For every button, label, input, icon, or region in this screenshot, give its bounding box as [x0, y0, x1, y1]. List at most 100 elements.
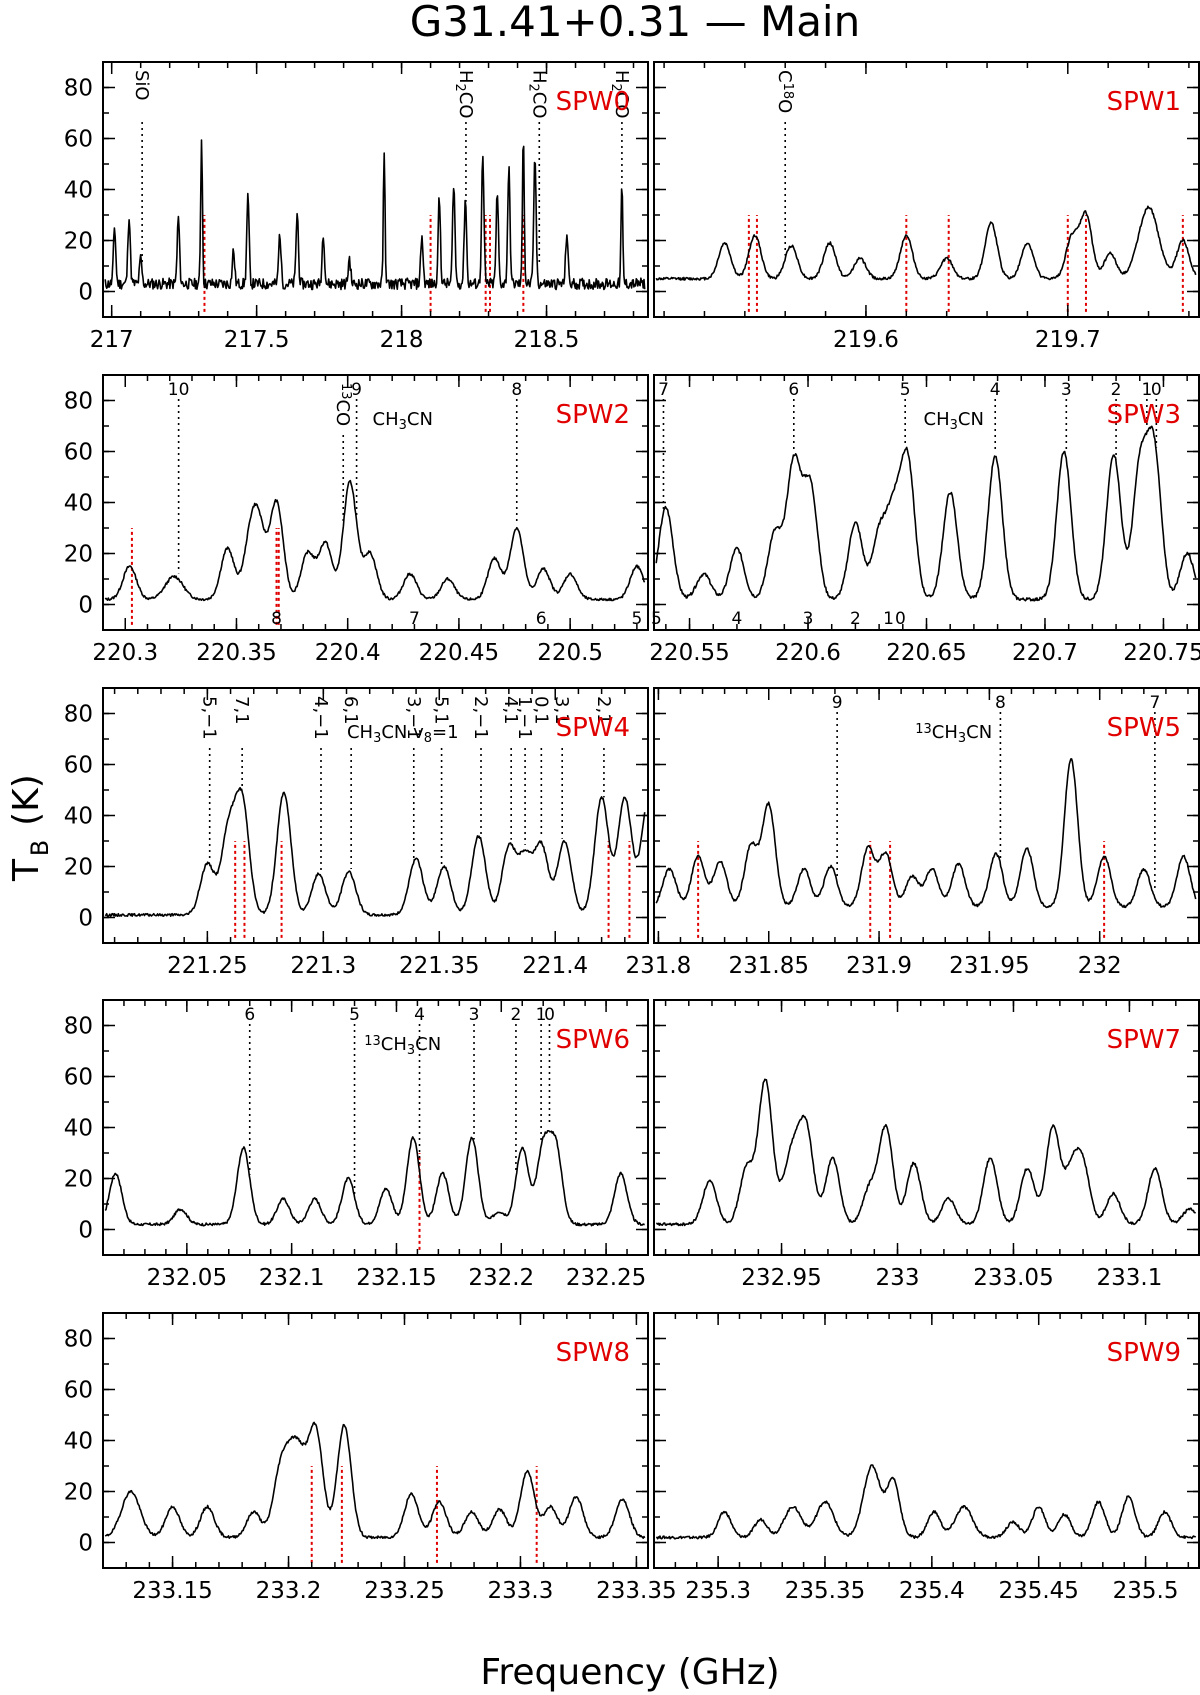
y-axis-label-unit: (K) [6, 774, 47, 826]
y-tick-label: 80 [64, 389, 93, 415]
x-tick-label: 233.15 [132, 1578, 212, 1604]
x-tick-label: 232.25 [566, 1265, 646, 1291]
line-id-label: 4 [414, 1005, 425, 1025]
y-tick-label: 40 [64, 1116, 93, 1142]
line-id-label: H2CO [525, 70, 549, 119]
x-tick-label: 219.6 [833, 327, 899, 353]
species-annotation: CH3CN [373, 409, 433, 433]
spectrum-series [655, 1464, 1197, 1540]
y-tick-label: 80 [64, 702, 93, 728]
line-id-label-part: H [455, 70, 476, 84]
panel-name-label: SPW2 [556, 400, 630, 430]
panel-spw4: 5,−1 7,1 4,−1 6,1 3,−1 5,1 2,−1 4,11,−10,1 3,1 2,… [64, 687, 649, 979]
line-id-label: 13CO [332, 383, 353, 426]
line-id-label: 2,−1 [470, 696, 491, 740]
y-axis-label-main: T [6, 858, 47, 882]
y-tick-label: 60 [64, 753, 93, 779]
x-tick-label: 235.35 [785, 1578, 865, 1604]
line-id-label: 2,1 [593, 696, 614, 725]
x-tick-label: 233.05 [973, 1265, 1053, 1291]
line-id-label-part: 2 [525, 84, 540, 92]
line-id-label-part: CO [455, 92, 476, 119]
panel-name-label: SPW0 [556, 87, 630, 117]
x-tick-label: 221.3 [290, 953, 356, 979]
x-tick-label: 233.25 [364, 1578, 444, 1604]
line-id-label-part: 2 [608, 84, 623, 92]
bottom-k-label: 7 [409, 609, 420, 629]
x-tick-label: 231.8 [625, 953, 691, 979]
line-id-label: C18O [774, 70, 795, 113]
species-annotation-part: 3 [373, 731, 381, 746]
figure-title: G31.41+0.31 — Main [410, 0, 860, 46]
line-id-label: 3 [469, 1005, 480, 1025]
line-id-label: 6,1 [340, 696, 361, 725]
y-tick-label: 20 [64, 855, 93, 881]
x-axis-label: Frequency (GHz) [480, 1652, 779, 1693]
species-annotation-part: CN [966, 722, 992, 743]
panel-name-label: SPW8 [556, 1338, 630, 1368]
line-id-label: 2 [1111, 380, 1122, 400]
line-id-label: 7 [658, 380, 669, 400]
spectrum-series [104, 479, 646, 602]
species-annotation-part: CN [407, 409, 433, 430]
line-id-label: 4,−1 [310, 696, 331, 740]
line-id-label: 3,−1 [403, 696, 424, 740]
line-id-label: 1 [1141, 380, 1152, 400]
spectrum-series [655, 425, 1197, 602]
species-annotation-part: CH [381, 1034, 407, 1055]
x-tick-label: 231.85 [728, 953, 808, 979]
line-id-label: 0 [1151, 380, 1162, 400]
line-id-label-part: 18 [780, 83, 795, 99]
panel-name-label: SPW3 [1107, 400, 1181, 430]
species-annotation-part: CN [958, 409, 984, 430]
line-id-label: 1,−1 [514, 696, 535, 740]
line-id-label-part: H [611, 70, 632, 84]
y-tick-label: 80 [64, 1014, 93, 1040]
x-tick-label: 233.3 [488, 1578, 554, 1604]
line-id-label-part: 2 [452, 84, 467, 92]
line-id-label: 6 [788, 380, 799, 400]
x-tick-label: 232.1 [259, 1265, 325, 1291]
line-id-label: 8 [511, 380, 522, 400]
panel-spw5: 9 8 7 13CH3CN SPW5 231.8 231.85 231.9 231.95 232 [625, 687, 1200, 979]
line-id-label: SiO [131, 70, 152, 101]
panel-name-label: SPW4 [556, 713, 630, 743]
line-id-label-part: O [774, 99, 795, 113]
x-tick-label: 233.1 [1096, 1265, 1162, 1291]
y-tick-label: 20 [64, 229, 93, 255]
x-tick-label: 235.4 [899, 1578, 965, 1604]
line-id-label: 3,1 [551, 696, 572, 725]
line-id-label-part: CO [528, 92, 549, 119]
line-id-label: H2CO [452, 70, 476, 119]
panel-spw7: SPW7 232.95 233 233.05 233.1 [653, 999, 1200, 1291]
bottom-k-label: 2 [850, 609, 861, 629]
bottom-k-label: 0 [895, 609, 906, 629]
panel-spw8: SPW8 0 20 40 60 80 233.15 233.2 233.25 233.3 233.3… [64, 1312, 677, 1604]
x-tick-label: 232 [1078, 953, 1122, 979]
x-tick-label: 217.5 [224, 327, 290, 353]
y-tick-label: 80 [64, 1327, 93, 1353]
x-tick-label: 220.3 [92, 640, 158, 666]
line-id-label-part: H [528, 70, 549, 84]
line-id-label: 2 [511, 1005, 522, 1025]
line-id-label: 7 [1149, 693, 1160, 713]
species-annotation-part: CH [347, 722, 373, 743]
line-id-label: 4 [990, 380, 1001, 400]
line-id-label: 9 [351, 380, 362, 400]
spectrum-series [104, 1421, 646, 1540]
y-axis-label-t: T [6, 858, 47, 882]
panel-spw1: C18O SPW1 219.6 219.7 [653, 61, 1200, 353]
y-tick-label: 60 [64, 1378, 93, 1404]
panel-name-label: SPW7 [1107, 1025, 1181, 1055]
x-tick-label: 217 [90, 327, 134, 353]
species-annotation-part: 3 [950, 418, 958, 433]
y-tick-label: 20 [64, 542, 93, 568]
species-annotation-part: 3 [407, 1043, 415, 1058]
x-tick-label: 232.05 [147, 1265, 227, 1291]
spectrum-series [104, 786, 646, 917]
line-id-label: 5,1 [431, 696, 452, 725]
